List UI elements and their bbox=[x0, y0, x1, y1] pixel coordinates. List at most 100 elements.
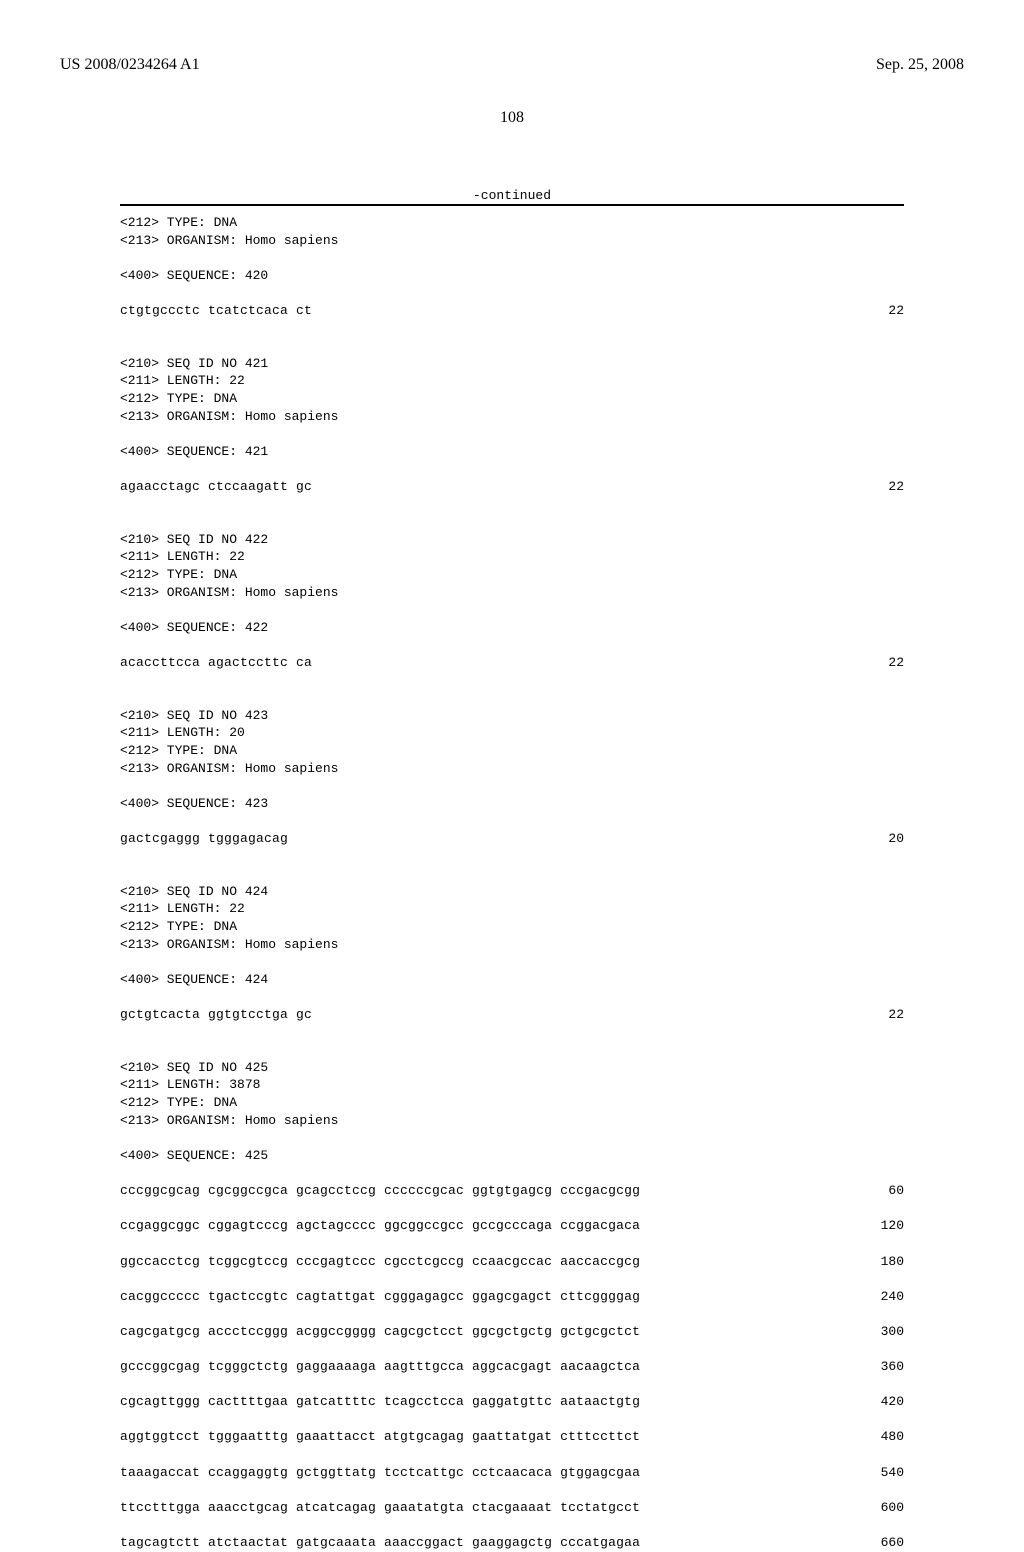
seq-meta-line: <212> TYPE: DNA bbox=[120, 566, 904, 584]
seq-meta-line: <212> TYPE: DNA bbox=[120, 742, 904, 760]
sequence-text: ttcctttgga aaacctgcag atcatcagag gaaatat… bbox=[120, 1499, 640, 1517]
seq-label: <400> SEQUENCE: 424 bbox=[120, 971, 904, 989]
continued-label: -continued bbox=[0, 188, 1024, 203]
seq-meta-line: <210> SEQ ID NO 423 bbox=[120, 707, 904, 725]
sequence-text: gcccggcgag tcgggctctg gaggaaaaga aagtttg… bbox=[120, 1358, 640, 1376]
sequence-position: 22 bbox=[864, 302, 904, 320]
sequence-line: cacggccccc tgactccgtc cagtattgat cgggaga… bbox=[120, 1288, 904, 1306]
seq-meta-line: <211> LENGTH: 22 bbox=[120, 548, 904, 566]
spacer bbox=[120, 496, 904, 531]
sequence-line: acaccttcca agactccttc ca 22 bbox=[120, 654, 904, 672]
sequence-text: gctgtcacta ggtgtcctga gc bbox=[120, 1006, 312, 1024]
sequence-line: gctgtcacta ggtgtcctga gc 22 bbox=[120, 1006, 904, 1024]
sequence-line: cgcagttggg cacttttgaa gatcattttc tcagcct… bbox=[120, 1393, 904, 1411]
sequence-line: ggccacctcg tcggcgtccg cccgagtccc cgcctcg… bbox=[120, 1253, 904, 1271]
spacer bbox=[120, 848, 904, 883]
spacer bbox=[120, 1200, 904, 1218]
top-rule bbox=[120, 204, 904, 206]
sequence-text: agaacctagc ctccaagatt gc bbox=[120, 478, 312, 496]
sequence-text: taaagaccat ccaggaggtg gctggttatg tcctcat… bbox=[120, 1464, 640, 1482]
spacer bbox=[120, 425, 904, 443]
sequence-position: 300 bbox=[864, 1323, 904, 1341]
sequence-text: cagcgatgcg accctccggg acggccgggg cagcgct… bbox=[120, 1323, 640, 1341]
sequence-text: ctgtgccctc tcatctcaca ct bbox=[120, 302, 312, 320]
sequence-line: taaagaccat ccaggaggtg gctggttatg tcctcat… bbox=[120, 1464, 904, 1482]
spacer bbox=[120, 777, 904, 795]
spacer bbox=[120, 461, 904, 479]
seq-label: <400> SEQUENCE: 421 bbox=[120, 443, 904, 461]
seq-meta-line: <213> ORGANISM: Homo sapiens bbox=[120, 936, 904, 954]
sequence-text: ccgaggcggc cggagtcccg agctagcccc ggcggcc… bbox=[120, 1217, 640, 1235]
spacer bbox=[120, 1024, 904, 1059]
sequence-line: gactcgaggg tgggagacag 20 bbox=[120, 830, 904, 848]
seq-meta-line: <211> LENGTH: 20 bbox=[120, 724, 904, 742]
seq-meta-line: <212> TYPE: DNA bbox=[120, 390, 904, 408]
sequence-position: 540 bbox=[864, 1464, 904, 1482]
sequence-position: 660 bbox=[864, 1534, 904, 1552]
seq-label: <400> SEQUENCE: 422 bbox=[120, 619, 904, 637]
sequence-position: 22 bbox=[864, 654, 904, 672]
spacer bbox=[120, 1305, 904, 1323]
spacer bbox=[120, 249, 904, 267]
seq-meta-line: <210> SEQ ID NO 424 bbox=[120, 883, 904, 901]
seq-meta-line: <211> LENGTH: 22 bbox=[120, 372, 904, 390]
sequence-line: ccgaggcggc cggagtcccg agctagcccc ggcggcc… bbox=[120, 1217, 904, 1235]
seq-label: <400> SEQUENCE: 420 bbox=[120, 267, 904, 285]
sequence-text: aggtggtcct tgggaatttg gaaattacct atgtgca… bbox=[120, 1428, 640, 1446]
seq-meta-line: <210> SEQ ID NO 422 bbox=[120, 531, 904, 549]
seq-meta-line: <210> SEQ ID NO 425 bbox=[120, 1059, 904, 1077]
sequence-line: tagcagtctt atctaactat gatgcaaata aaaccgg… bbox=[120, 1534, 904, 1552]
sequence-line: ttcctttgga aaacctgcag atcatcagag gaaatat… bbox=[120, 1499, 904, 1517]
seq-meta-line: <213> ORGANISM: Homo sapiens bbox=[120, 408, 904, 426]
seq-meta-line: <211> LENGTH: 3878 bbox=[120, 1076, 904, 1094]
sequence-line: agaacctagc ctccaagatt gc 22 bbox=[120, 478, 904, 496]
seq-meta-line: <211> LENGTH: 22 bbox=[120, 900, 904, 918]
spacer bbox=[120, 813, 904, 831]
spacer bbox=[120, 989, 904, 1007]
sequence-position: 240 bbox=[864, 1288, 904, 1306]
sequence-text: cacggccccc tgactccgtc cagtattgat cgggaga… bbox=[120, 1288, 640, 1306]
sequence-line: gcccggcgag tcgggctctg gaggaaaaga aagtttg… bbox=[120, 1358, 904, 1376]
sequence-line: cccggcgcag cgcggccgca gcagcctccg ccccccg… bbox=[120, 1182, 904, 1200]
seq-meta-line: <213> ORGANISM: Homo sapiens bbox=[120, 584, 904, 602]
sequence-position: 180 bbox=[864, 1253, 904, 1271]
sequence-text: gactcgaggg tgggagacag bbox=[120, 830, 288, 848]
spacer bbox=[120, 1341, 904, 1359]
spacer bbox=[120, 1376, 904, 1394]
page-number: 108 bbox=[0, 109, 1024, 127]
spacer bbox=[120, 285, 904, 303]
spacer bbox=[120, 637, 904, 655]
spacer bbox=[120, 1165, 904, 1183]
pub-number: US 2008/0234264 A1 bbox=[60, 56, 200, 74]
spacer bbox=[120, 601, 904, 619]
spacer bbox=[120, 1411, 904, 1429]
sequence-position: 22 bbox=[864, 478, 904, 496]
seq-meta-line: <213> ORGANISM: Homo sapiens bbox=[120, 232, 904, 250]
spacer bbox=[120, 1270, 904, 1288]
spacer bbox=[120, 1481, 904, 1499]
sequence-position: 420 bbox=[864, 1393, 904, 1411]
spacer bbox=[120, 1516, 904, 1534]
sequence-line: aggtggtcct tgggaatttg gaaattacct atgtgca… bbox=[120, 1428, 904, 1446]
seq-label: <400> SEQUENCE: 425 bbox=[120, 1147, 904, 1165]
seq-meta-line: <213> ORGANISM: Homo sapiens bbox=[120, 1112, 904, 1130]
sequence-line: ctgtgccctc tcatctcaca ct 22 bbox=[120, 302, 904, 320]
sequence-position: 480 bbox=[864, 1428, 904, 1446]
spacer bbox=[120, 672, 904, 707]
sequence-text: cccggcgcag cgcggccgca gcagcctccg ccccccg… bbox=[120, 1182, 640, 1200]
spacer bbox=[120, 1235, 904, 1253]
sequence-text: cgcagttggg cacttttgaa gatcattttc tcagcct… bbox=[120, 1393, 640, 1411]
sequence-position: 20 bbox=[864, 830, 904, 848]
seq-label: <400> SEQUENCE: 423 bbox=[120, 795, 904, 813]
pub-date: Sep. 25, 2008 bbox=[876, 56, 964, 74]
sequence-position: 600 bbox=[864, 1499, 904, 1517]
spacer bbox=[120, 1446, 904, 1464]
seq-meta-line: <210> SEQ ID NO 421 bbox=[120, 355, 904, 373]
seq-meta-line: <212> TYPE: DNA bbox=[120, 918, 904, 936]
sequence-position: 22 bbox=[864, 1006, 904, 1024]
sequence-text: acaccttcca agactccttc ca bbox=[120, 654, 312, 672]
sequence-position: 360 bbox=[864, 1358, 904, 1376]
seq-meta-line: <212> TYPE: DNA bbox=[120, 1094, 904, 1112]
sequence-position: 60 bbox=[864, 1182, 904, 1200]
seq-meta-line: <213> ORGANISM: Homo sapiens bbox=[120, 760, 904, 778]
